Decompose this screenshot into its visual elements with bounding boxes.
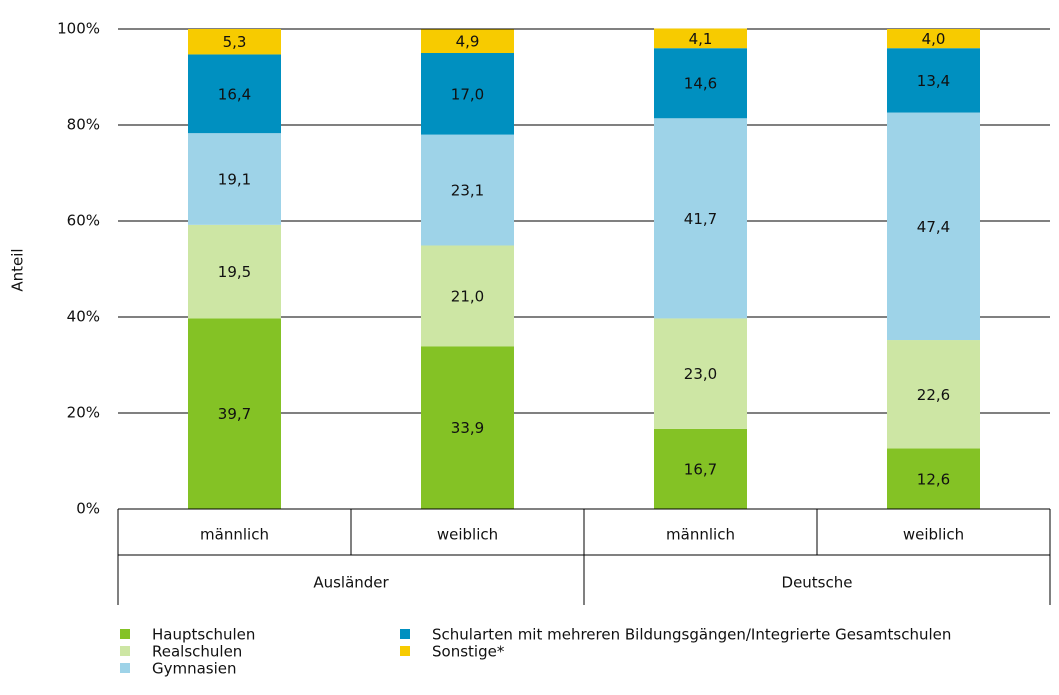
group-label: Deutsche [782, 574, 853, 592]
data-label: 19,5 [218, 263, 251, 281]
x-tick-label: männlich [666, 526, 735, 544]
legend-swatch [400, 629, 410, 639]
data-label: 4,1 [689, 30, 713, 48]
data-label: 23,0 [684, 365, 717, 383]
x-tick-label: weiblich [903, 526, 964, 544]
bar-segment [421, 346, 514, 509]
legend-swatch [120, 663, 130, 673]
data-label: 39,7 [218, 405, 251, 423]
bar-segment [887, 29, 980, 49]
x-tick-label: männlich [200, 526, 269, 544]
data-label: 17,0 [451, 85, 484, 103]
data-label: 14,6 [684, 75, 717, 93]
data-label: 13,4 [917, 72, 950, 90]
bar-segment [421, 245, 514, 347]
bar-segment [188, 29, 281, 55]
group-label: Ausländer [313, 574, 389, 592]
data-label: 23,1 [451, 182, 484, 200]
x-tick-label: weiblich [437, 526, 498, 544]
data-label: 19,1 [218, 171, 251, 189]
data-label: 16,4 [218, 85, 251, 103]
bar-segment [421, 134, 514, 246]
data-label: 21,0 [451, 287, 484, 305]
y-axis-label: Anteil [9, 248, 27, 291]
legend-swatch [120, 629, 130, 639]
bar-segment [887, 448, 980, 509]
legend-label: Sonstige* [432, 643, 505, 661]
data-label: 33,9 [451, 419, 484, 437]
data-label: 16,7 [684, 460, 717, 478]
data-label: 41,7 [684, 210, 717, 228]
legend-swatch [120, 646, 130, 656]
legend-label: Gymnasien [152, 660, 237, 678]
data-label: 47,4 [917, 218, 950, 236]
bar-segment [654, 428, 747, 509]
bar-segment [654, 48, 747, 119]
data-label: 4,9 [456, 33, 480, 51]
data-label: 4,0 [922, 30, 946, 48]
bar-segment [421, 53, 514, 135]
bar-segment [887, 112, 980, 341]
bar-segment [887, 340, 980, 449]
bar-segment [887, 48, 980, 113]
legend-label: Hauptschulen [152, 626, 255, 644]
bar-segment [654, 318, 747, 429]
data-label: 22,6 [917, 386, 950, 404]
bar-segment [421, 29, 514, 53]
legend-label: Realschulen [152, 643, 242, 661]
y-tick-label: 80% [67, 116, 100, 134]
data-label: 12,6 [917, 470, 950, 488]
bar-segment [654, 118, 747, 319]
y-tick-label: 100% [57, 20, 100, 38]
y-tick-label: 0% [76, 500, 100, 518]
y-tick-label: 40% [67, 308, 100, 326]
bar-segment [188, 54, 281, 134]
bar-segment [188, 224, 281, 319]
bar-segment [188, 318, 281, 509]
y-tick-label: 60% [67, 212, 100, 230]
y-tick-label: 20% [67, 404, 100, 422]
data-label: 5,3 [223, 33, 247, 51]
legend-label: Schularten mit mehreren Bildungsgängen/I… [432, 626, 951, 644]
bar-segment [188, 133, 281, 225]
bar-segment [654, 28, 747, 49]
legend-swatch [400, 646, 410, 656]
